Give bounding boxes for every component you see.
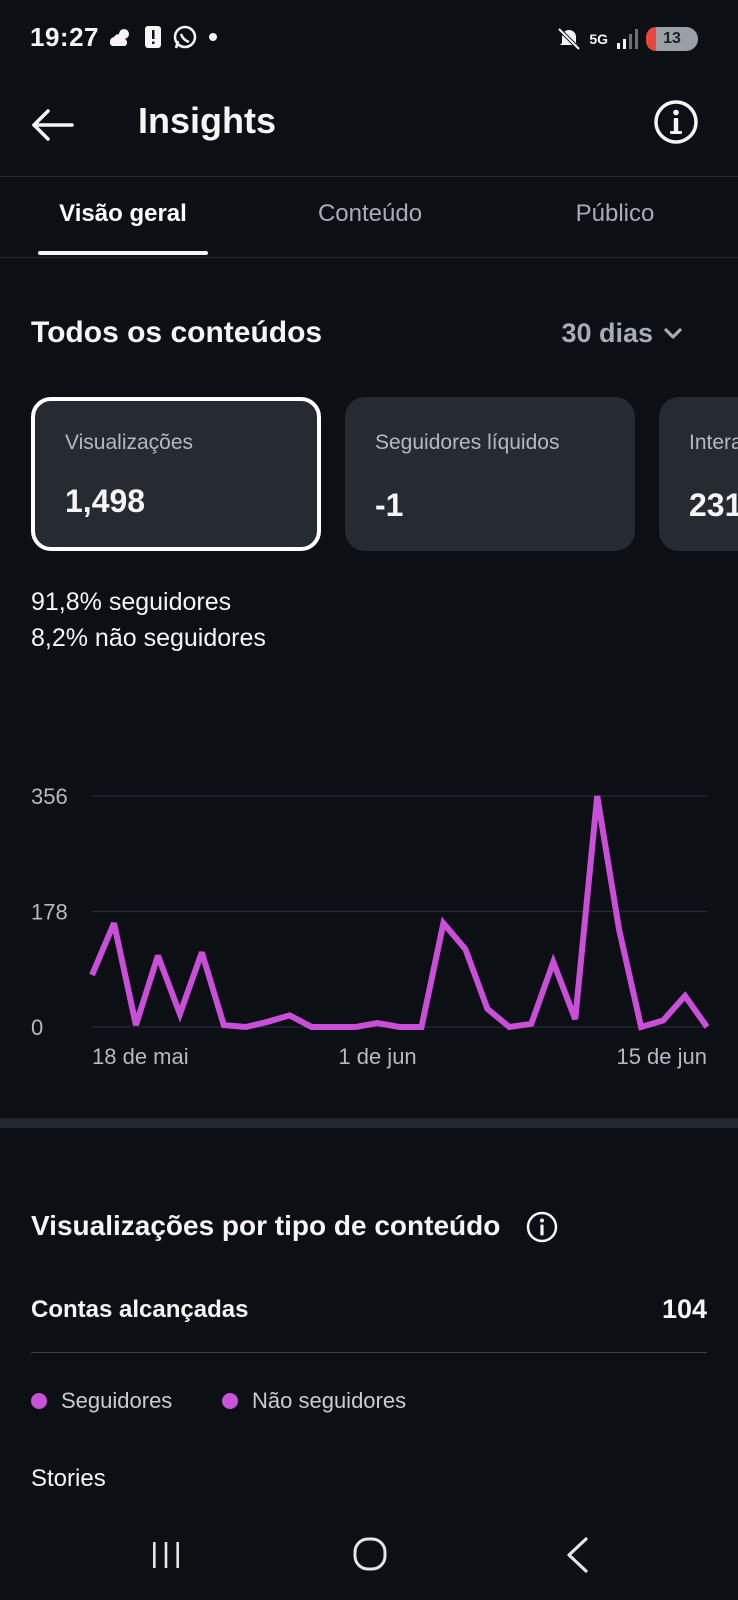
y-tick-label: 178 — [31, 900, 68, 925]
metric-label: Seguidores líquidos — [375, 431, 560, 454]
x-tick-label: 18 de mai — [92, 1044, 189, 1069]
legend-label: Seguidores — [61, 1388, 173, 1413]
period-label: 30 dias — [561, 318, 653, 348]
views-line-chart: 356 178 0 18 de mai 1 de jun 15 de jun — [31, 784, 710, 1069]
x-tick-label: 15 de jun — [616, 1044, 707, 1069]
chevron-down-icon — [664, 327, 682, 339]
metric-value: -1 — [375, 487, 404, 523]
signal-icon — [617, 29, 638, 49]
metric-card-interactions[interactable]: Interações 231 — [659, 397, 738, 551]
y-tick-label: 0 — [31, 1015, 43, 1040]
tab-content[interactable]: Conteúdo — [317, 200, 423, 227]
content-category-stories: Stories — [31, 1465, 106, 1492]
page-title: Insights — [138, 100, 277, 141]
metric-label: Interações — [689, 431, 738, 454]
metric-card-net-followers[interactable]: Seguidores líquidos -1 — [345, 397, 635, 551]
reached-accounts-label: Contas alcançadas — [31, 1296, 249, 1323]
legend-label: Não seguidores — [252, 1388, 407, 1413]
whatsapp-icon — [173, 25, 197, 49]
tabs-divider — [0, 257, 738, 258]
status-time: 19:27 — [30, 22, 99, 52]
info-icon[interactable] — [652, 98, 700, 146]
metric-label: Visualizações — [65, 431, 194, 454]
legend-item-non-followers: Não seguidores — [222, 1388, 406, 1414]
period-selector[interactable]: 30 dias — [561, 318, 683, 349]
row-divider — [31, 1352, 707, 1353]
section-divider — [0, 1118, 738, 1128]
status-icons-left — [108, 22, 218, 52]
legend-dot — [222, 1393, 238, 1409]
legend-item-followers: Seguidores — [31, 1388, 172, 1414]
alert-icon — [145, 26, 161, 48]
dot-icon — [209, 33, 217, 41]
metric-value: 1,498 — [65, 483, 146, 519]
followers-share: 91,8% seguidores — [31, 588, 232, 616]
reached-accounts-value: 104 — [661, 1294, 707, 1324]
status-icons-right: 5G 13 — [557, 24, 698, 54]
mute-icon — [557, 27, 581, 51]
x-tick-label: 1 de jun — [338, 1044, 416, 1069]
content-type-title: Visualizações por tipo de conteúdo — [31, 1210, 501, 1241]
recent-apps-icon[interactable] — [150, 1540, 182, 1570]
battery-level: 13 — [663, 30, 681, 47]
home-icon[interactable] — [352, 1536, 388, 1572]
header-divider — [0, 176, 738, 177]
network-5g-icon: 5G — [589, 31, 608, 47]
battery-icon: 13 — [646, 27, 698, 51]
back-icon[interactable] — [562, 1536, 592, 1574]
tab-audience[interactable]: Público — [575, 200, 655, 227]
legend-dot — [31, 1393, 47, 1409]
non-followers-share: 8,2% não seguidores — [31, 624, 266, 652]
info-icon[interactable] — [525, 1210, 559, 1244]
metric-card-views[interactable]: Visualizações 1,498 — [31, 397, 321, 551]
metric-value: 231 — [689, 487, 738, 523]
cloud-sun-icon — [109, 29, 129, 46]
y-tick-label: 356 — [31, 784, 68, 809]
tab-overview[interactable]: Visão geral — [59, 200, 187, 227]
section-title: Todos os conteúdos — [31, 316, 323, 349]
tab-active-indicator — [38, 251, 208, 255]
back-arrow-icon[interactable] — [28, 100, 78, 150]
